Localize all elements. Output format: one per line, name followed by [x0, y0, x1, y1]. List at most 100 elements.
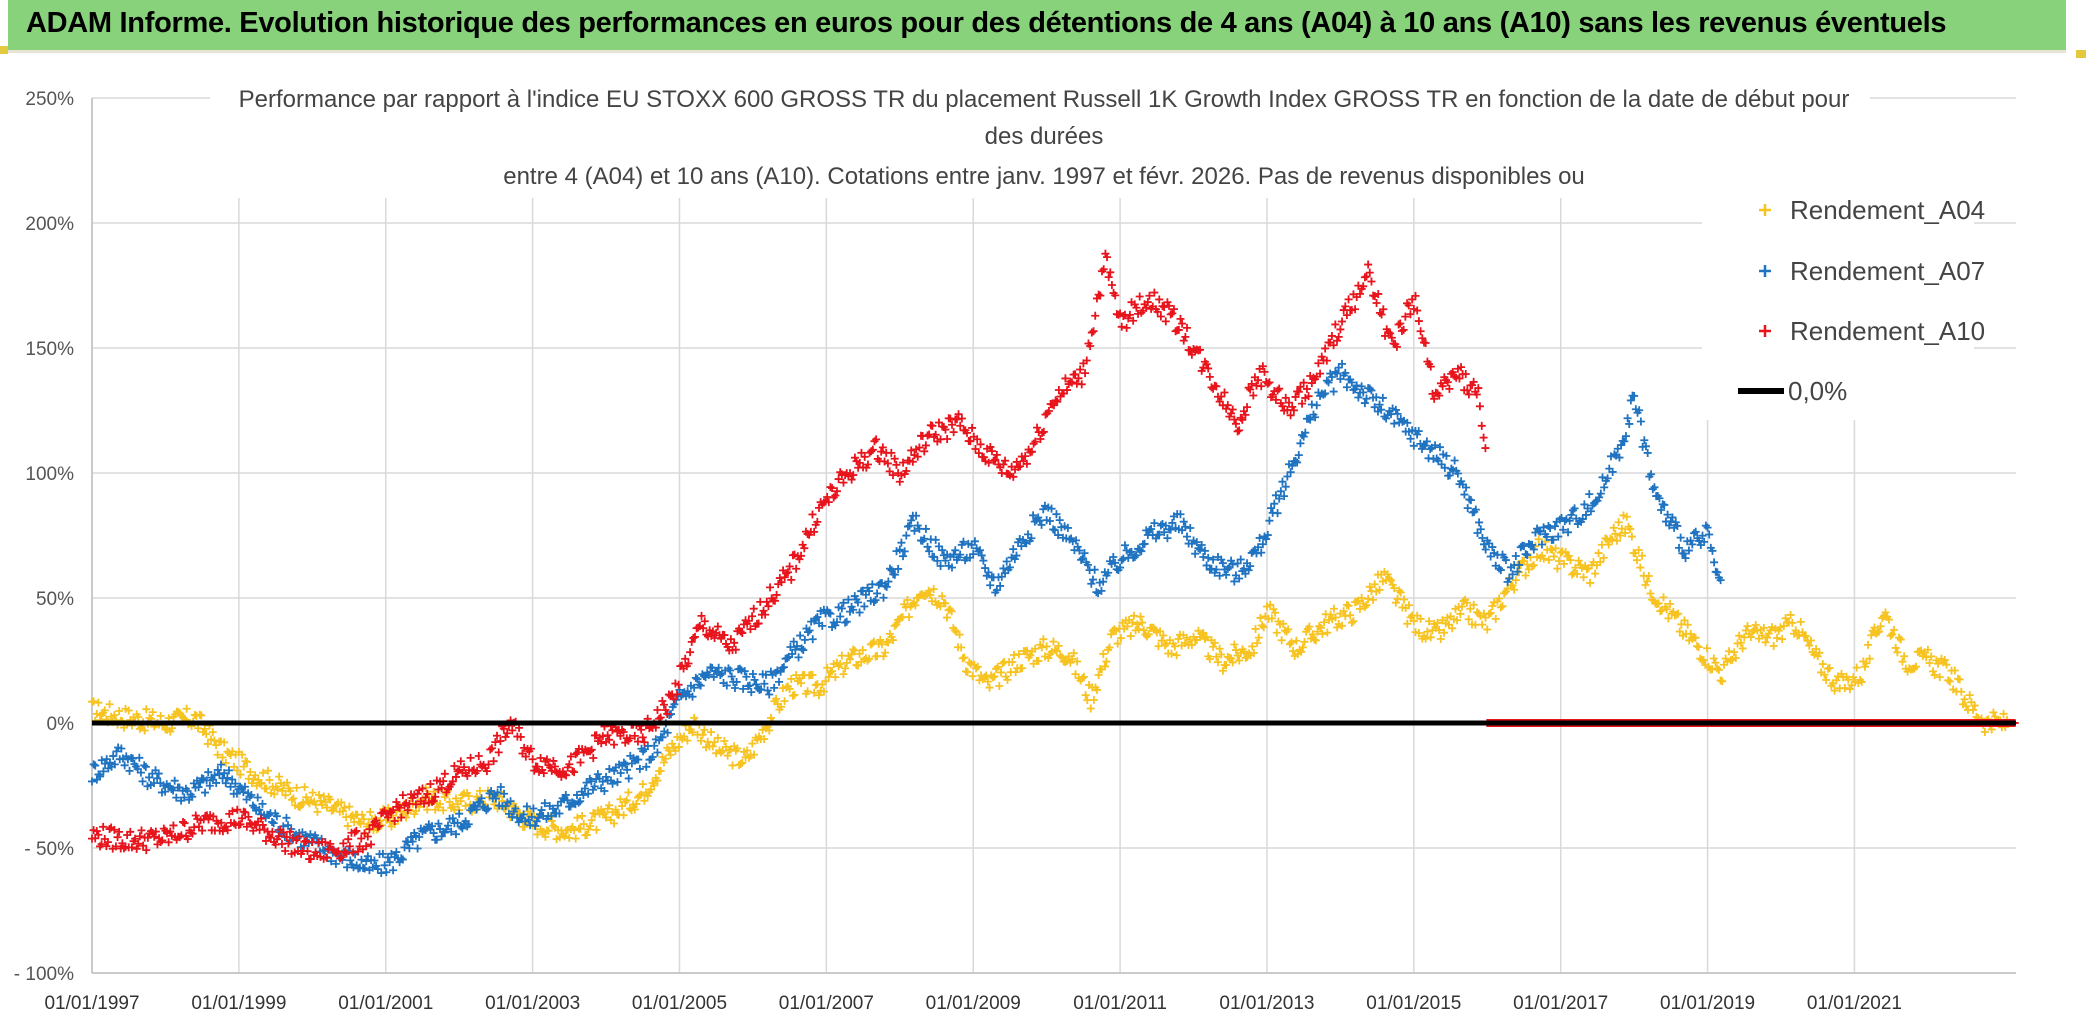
data-point [403, 806, 412, 815]
data-point [1396, 588, 1405, 597]
data-point [1202, 360, 1211, 369]
data-point [1671, 518, 1680, 527]
data-point [326, 795, 335, 804]
data-point [1457, 363, 1466, 372]
data-point [576, 797, 585, 806]
data-point [508, 726, 517, 735]
data-point [1617, 524, 1626, 533]
data-point [180, 819, 189, 828]
data-point [968, 672, 977, 681]
data-point [1132, 551, 1141, 560]
data-point [1267, 614, 1276, 623]
data-point [201, 788, 210, 797]
data-point [292, 783, 301, 792]
data-point [536, 754, 545, 762]
data-point [1304, 414, 1313, 423]
data-point [337, 798, 346, 807]
data-point [1511, 552, 1520, 561]
data-point [202, 730, 211, 739]
data-point [1326, 610, 1335, 619]
data-point [882, 582, 891, 591]
data-point [1416, 614, 1425, 623]
data-point [1281, 393, 1290, 402]
data-point [803, 687, 812, 696]
data-point [1278, 477, 1287, 486]
data-point [539, 769, 548, 778]
data-point [1397, 326, 1406, 335]
data-point [1038, 428, 1047, 437]
data-point [392, 798, 401, 807]
data-point [440, 769, 449, 778]
data-point [717, 748, 726, 757]
data-point [1570, 504, 1579, 513]
data-point [571, 750, 580, 759]
data-point [1600, 483, 1609, 492]
data-point [696, 681, 705, 690]
data-point [836, 612, 845, 621]
data-point [619, 811, 628, 820]
data-point [1542, 532, 1551, 541]
data-point [1578, 515, 1587, 524]
data-point [933, 556, 942, 565]
data-point [881, 648, 890, 657]
data-point [708, 742, 717, 751]
data-point [1008, 658, 1017, 667]
data-point [340, 847, 349, 856]
data-point [367, 840, 376, 849]
data-point [836, 659, 845, 668]
data-point [902, 466, 911, 475]
data-point [1523, 551, 1532, 560]
data-point [265, 776, 274, 785]
data-point [748, 739, 757, 748]
data-point [384, 813, 392, 822]
data-point [839, 670, 848, 679]
data-point [884, 638, 893, 647]
data-point [119, 844, 128, 853]
data-point [326, 839, 335, 848]
data-point [1104, 568, 1113, 577]
data-point [239, 762, 248, 771]
data-point [623, 765, 632, 774]
data-point [1448, 624, 1457, 633]
data-point [313, 807, 322, 816]
data-point [600, 787, 609, 796]
data-point [1089, 695, 1098, 704]
data-point [979, 556, 988, 565]
data-point [1267, 504, 1276, 513]
data-point [300, 837, 309, 846]
data-point [1495, 564, 1504, 573]
data-point [735, 664, 744, 673]
data-point [134, 712, 143, 721]
data-point [797, 679, 806, 688]
data-point [1277, 636, 1286, 645]
data-point [1857, 677, 1866, 686]
data-point [1338, 359, 1347, 368]
data-point [1564, 528, 1573, 537]
data-point [597, 739, 606, 748]
data-point [1066, 658, 1075, 667]
data-point [224, 766, 233, 775]
data-point [103, 838, 112, 847]
data-point [965, 658, 974, 667]
data-point [1150, 288, 1159, 297]
data-point [1262, 535, 1271, 544]
data-point [1498, 602, 1507, 611]
data-point [738, 758, 747, 767]
data-point [870, 437, 879, 446]
data-point [1145, 525, 1154, 534]
data-point [501, 732, 510, 741]
data-point [423, 805, 432, 814]
data-point [823, 663, 832, 672]
data-point [792, 642, 801, 651]
data-point [826, 609, 835, 618]
data-point [785, 562, 794, 571]
data-point [592, 825, 601, 834]
data-point [905, 521, 914, 530]
data-point [526, 744, 535, 753]
data-point [363, 832, 372, 841]
data-point [1001, 456, 1010, 465]
data-point [282, 813, 291, 822]
data-point [1087, 579, 1096, 588]
data-point [1133, 620, 1142, 629]
data-point [786, 642, 795, 651]
